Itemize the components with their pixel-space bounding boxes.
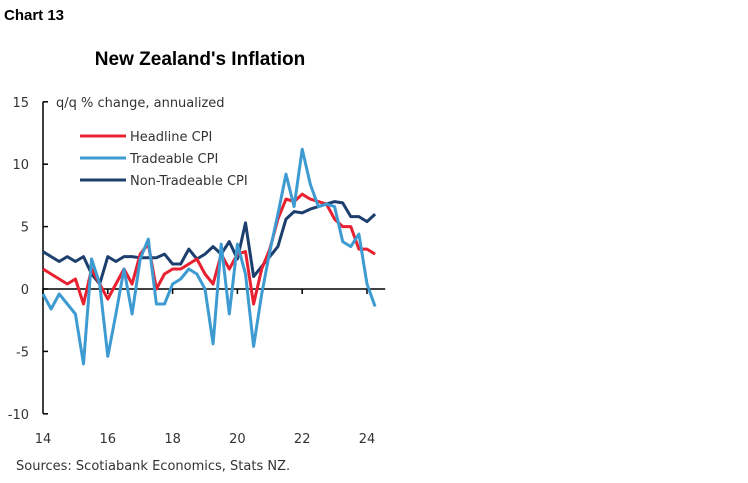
series-line-tradeable-cpi — [41, 147, 377, 366]
y-tick-label: 15 — [12, 96, 29, 111]
x-tick-label: 16 — [100, 432, 117, 447]
legend-label: Non-Tradeable CPI — [130, 174, 248, 189]
source-note: Sources: Scotiabank Economics, Stats NZ. — [16, 459, 290, 474]
y-tick-label: 5 — [21, 221, 29, 236]
x-tick-label: 14 — [35, 432, 52, 447]
y-tick-label: -5 — [16, 345, 29, 360]
legend-label: Tradeable CPI — [129, 152, 218, 167]
y-tick-label: -10 — [8, 408, 29, 423]
chart-label: Chart 13 — [4, 7, 64, 24]
x-tick-label: 22 — [294, 432, 311, 447]
chart-title: New Zealand's Inflation — [95, 49, 305, 70]
x-tick-label: 20 — [229, 432, 246, 447]
y-axis-label: q/q % change, annualized — [56, 96, 225, 111]
legend-label: Headline CPI — [130, 130, 212, 145]
x-tick-label: 24 — [359, 432, 376, 447]
y-tick-label: 10 — [12, 158, 29, 173]
x-tick-label: 18 — [164, 432, 181, 447]
y-tick-label: 0 — [21, 283, 29, 298]
